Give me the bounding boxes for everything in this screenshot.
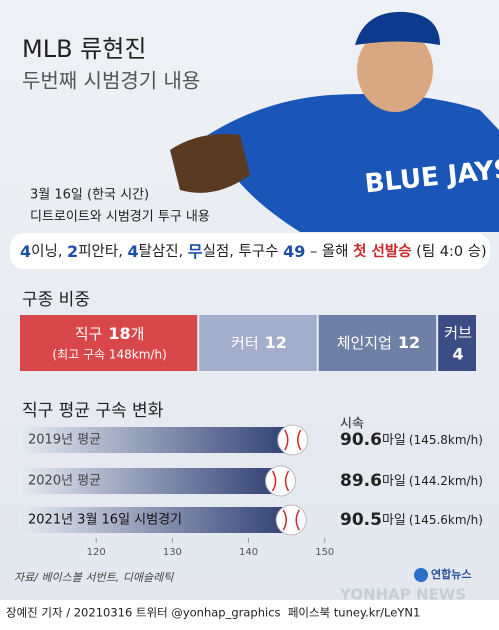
summary-part: (팀 4:0 승): [412, 243, 487, 260]
pitch-segment: [438, 315, 476, 371]
speed-bar: [20, 507, 292, 533]
summary-box: [10, 233, 490, 269]
segment-label: 직구 18개: [75, 324, 145, 343]
speed-value: 90.5마일 (145.6km/h): [340, 510, 483, 530]
kmh: (145.6km/h): [409, 513, 483, 527]
player-photo: BLUE JAYS: [170, 11, 499, 232]
kmh: (145.8km/h): [409, 433, 483, 447]
speed-bar: [20, 468, 281, 494]
baseball: [265, 465, 297, 497]
x-tick-label: 120: [87, 547, 106, 558]
mph-unit: 마일: [382, 513, 406, 528]
segment-count: 12: [398, 333, 420, 352]
speed-value: 90.6마일 (145.8km/h): [340, 430, 483, 450]
baseball: [277, 424, 309, 456]
segment-unit: 개: [131, 325, 145, 343]
logo-icon: [414, 568, 428, 582]
summary-part: 탈삼진,: [139, 243, 188, 260]
segment-label: 커브: [444, 324, 472, 342]
row-label: 2021년 3월 16일 시범경기: [28, 513, 182, 528]
summary-part: 4: [20, 242, 31, 261]
segment-name: 체인지업: [337, 334, 392, 352]
segment-name: 커터: [231, 334, 259, 352]
segment-count: 18: [108, 324, 130, 343]
source: 자료/ 베이스볼 서번트, 디애슬레틱: [14, 571, 174, 584]
segment-count: 12: [265, 333, 287, 352]
segment-name: 직구: [75, 325, 103, 343]
segment-note: (최고 구속 148km/h): [52, 348, 166, 362]
summary-part: 첫 선발승: [353, 243, 411, 260]
speed-bar: [20, 427, 293, 453]
footer-bar: [0, 600, 499, 626]
title: MLB 류현진: [22, 35, 146, 63]
mph-unit: 마일: [382, 433, 406, 448]
mph-unit: 마일: [382, 474, 406, 489]
segment-name: 커브: [444, 324, 472, 342]
summary-part: 무: [188, 242, 203, 261]
x-tick-label: 140: [239, 547, 258, 558]
credit: 장예진 기자 / 20210316 트위터 @yonhap_graphics 페…: [6, 606, 420, 620]
summary-part: 4: [127, 242, 138, 261]
mph: 90.5: [340, 510, 382, 530]
mph: 89.6: [340, 471, 382, 491]
x-tick-label: 130: [163, 547, 182, 558]
logo: 연합뉴스: [431, 567, 471, 581]
subtitle: 두번째 시범경기 내용: [22, 69, 200, 93]
pitch-segment: [20, 315, 198, 371]
summary-part: 실점, 투구수: [203, 243, 284, 260]
section-title: 구종 비중: [22, 290, 90, 310]
mph: 90.6: [340, 430, 382, 450]
summary-part: – 올해: [305, 243, 353, 260]
unit-label: 시속: [340, 417, 364, 432]
pitch-segment: [199, 315, 317, 371]
kmh: (144.2km/h): [409, 474, 483, 488]
note: 3월 16일 (한국 시간): [30, 188, 149, 203]
summary-part: 피안타,: [78, 243, 127, 260]
section-title: 직구 평균 구속 변화: [22, 401, 164, 421]
note: 디트로이트와 시범경기 투구 내용: [30, 210, 210, 225]
summary: 4이닝, 2피안타, 4탈삼진, 무실점, 투구수 49 – 올해 첫 선발승 …: [20, 242, 487, 261]
brand: YONHAP NEWS: [339, 586, 466, 604]
row-label: 2019년 평균: [28, 433, 101, 448]
baseball-seam: [282, 509, 300, 531]
segment-label: 커터 12: [231, 333, 287, 352]
x-tick-label: 150: [315, 547, 334, 558]
pitch-segment: [318, 315, 437, 371]
summary-part: 49: [283, 242, 305, 261]
summary-part: 2: [67, 242, 78, 261]
baseball-seam: [271, 470, 290, 492]
baseball: [275, 504, 307, 536]
summary-part: 이닝,: [31, 243, 67, 260]
segment-count: 4: [453, 345, 464, 364]
row-label: 2020년 평균: [28, 474, 101, 489]
speed-value: 89.6마일 (144.2km/h): [340, 471, 483, 491]
baseball-seam: [284, 429, 302, 451]
segment-label: 체인지업 12: [337, 333, 420, 352]
